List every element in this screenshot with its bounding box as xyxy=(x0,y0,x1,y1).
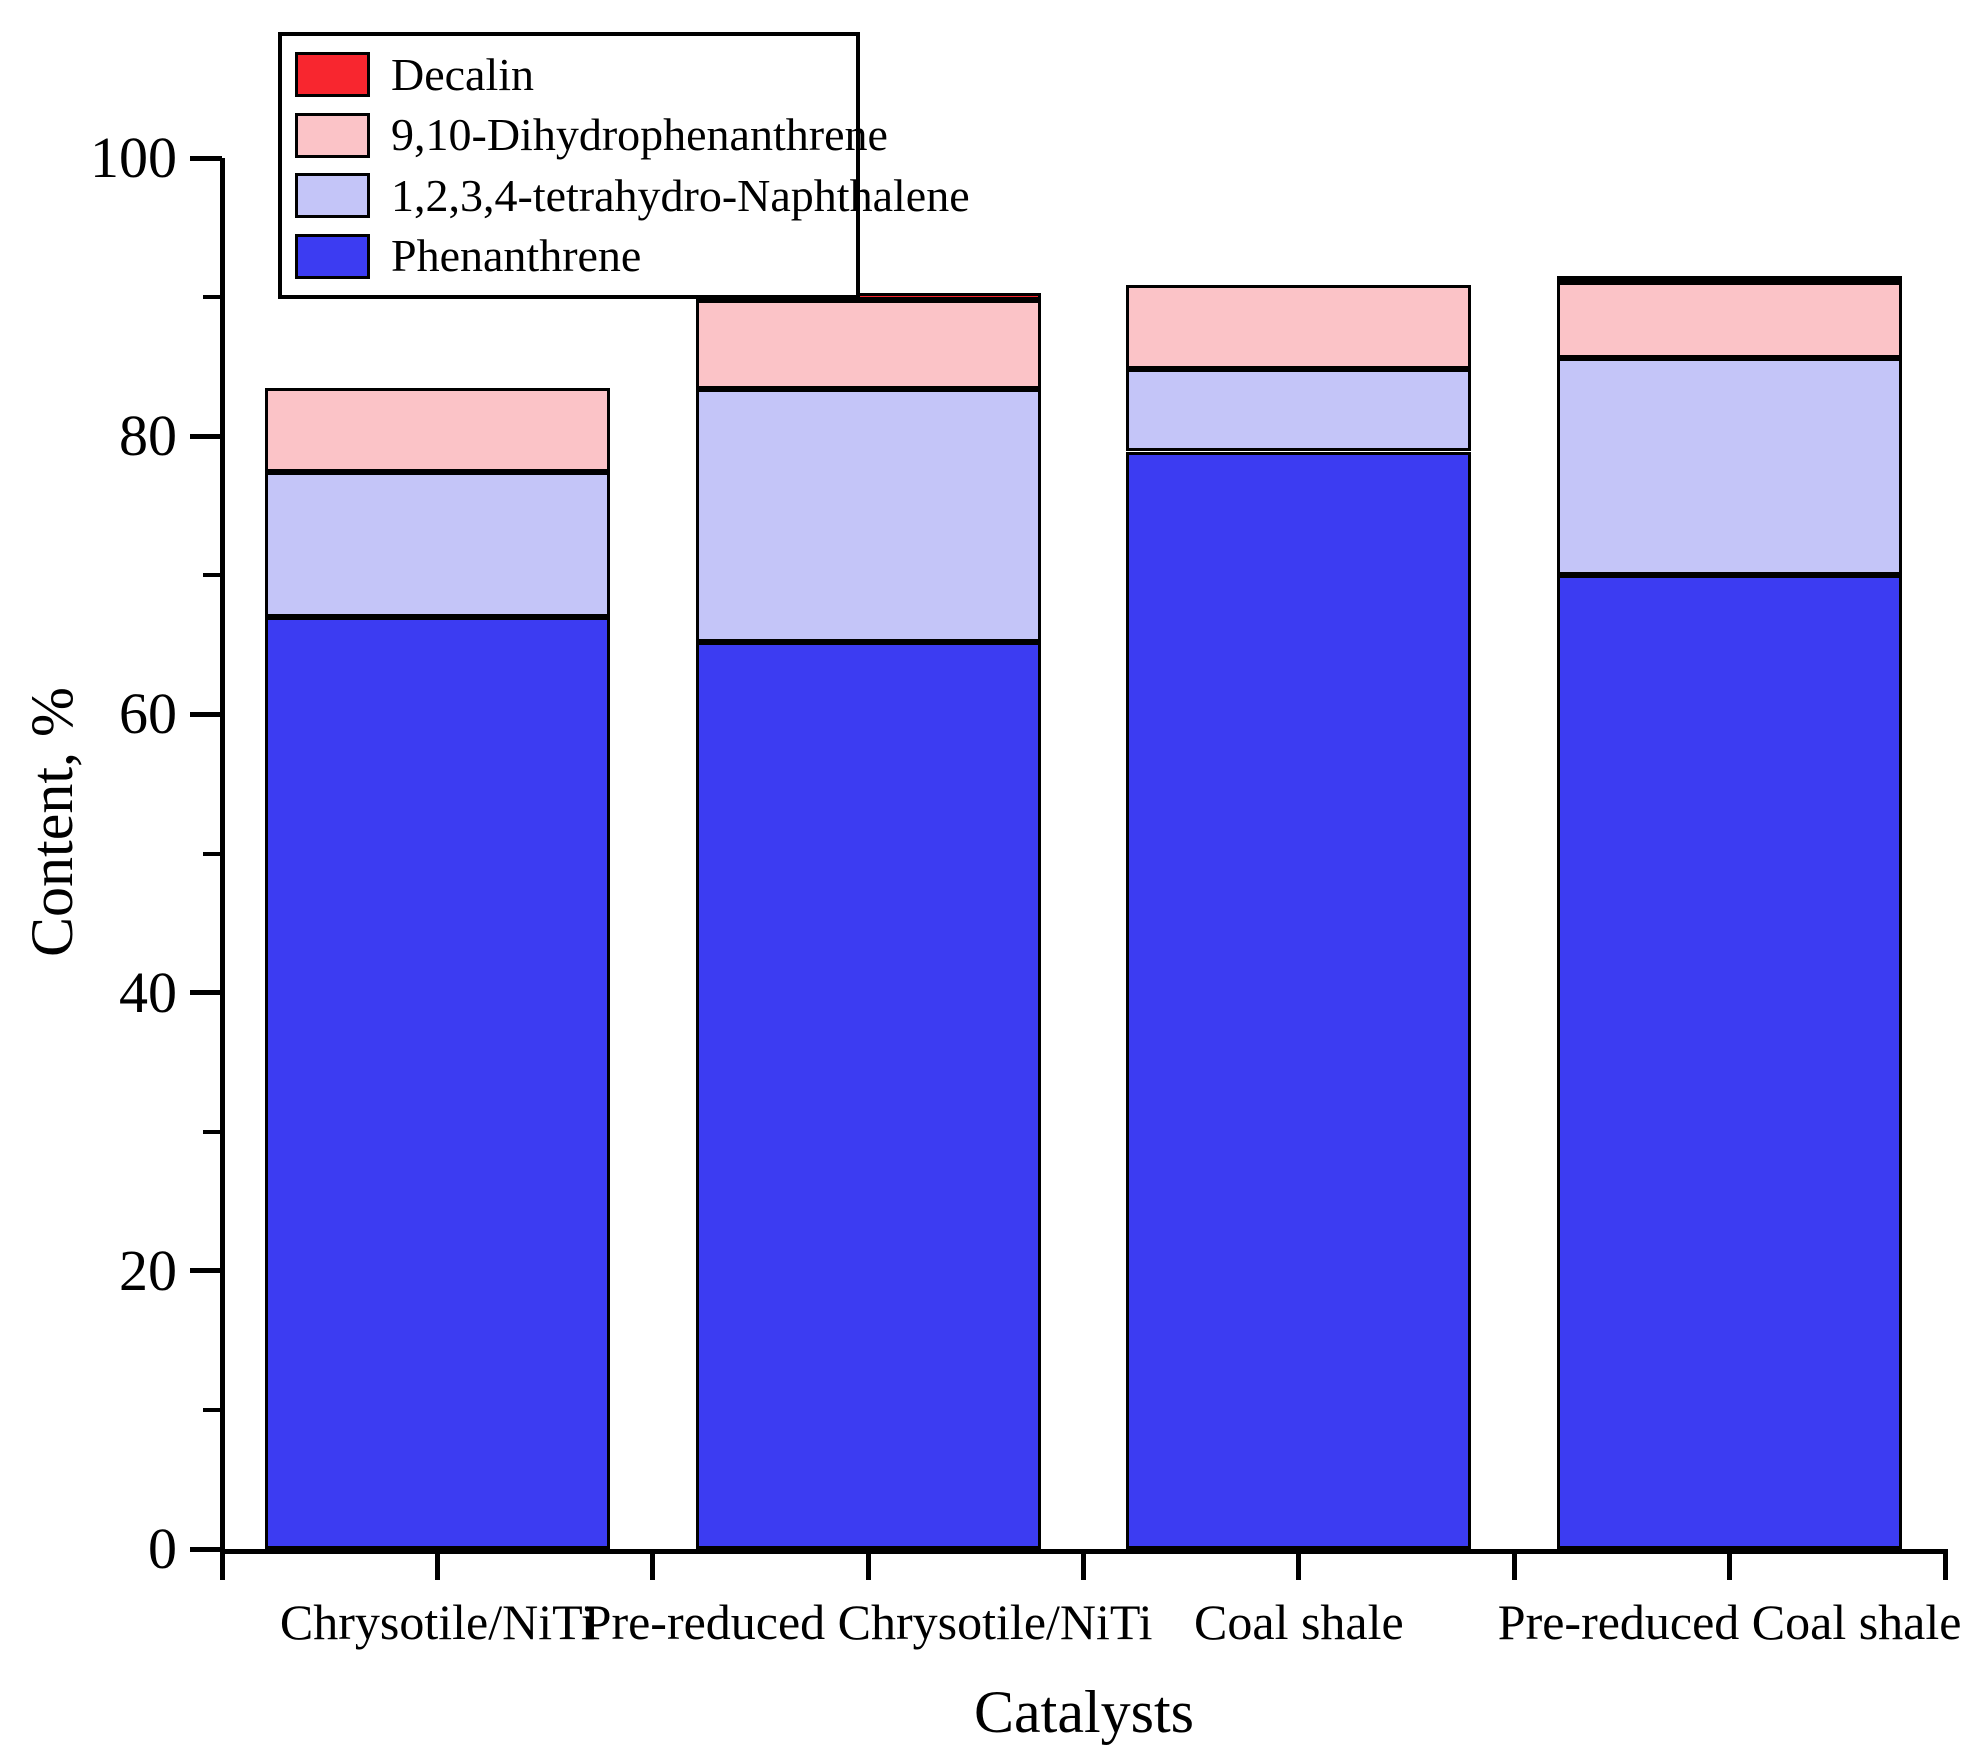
y-tick-label: 20 xyxy=(119,1237,177,1303)
bar-segment xyxy=(1557,358,1903,576)
bar-segment xyxy=(695,299,1041,389)
y-major-tick xyxy=(190,1546,222,1552)
x-category-label: Chrysotile/NiTi xyxy=(279,1594,595,1650)
y-tick-label: 40 xyxy=(119,959,177,1025)
x-tick xyxy=(1727,1554,1733,1580)
bar-segment xyxy=(1126,369,1472,452)
legend-swatch xyxy=(295,112,370,158)
x-category-label: Pre-reduced Coal shale xyxy=(1497,1594,1962,1650)
x-category-label: Coal shale xyxy=(1194,1594,1404,1650)
legend-swatch xyxy=(295,52,370,98)
legend: Decalin 9,10-Dihydrophenanthrene 1,2,3,4-t… xyxy=(278,32,970,299)
bar-segment xyxy=(1126,451,1472,1549)
x-tick xyxy=(434,1554,440,1580)
bar-segment xyxy=(695,642,1041,1549)
legend-item: 9,10-Dihydrophenanthrene xyxy=(282,109,888,161)
y-tick-label: 60 xyxy=(119,681,177,747)
y-axis-line xyxy=(220,158,225,1554)
y-minor-tick xyxy=(203,1129,222,1134)
x-tick xyxy=(865,1554,871,1580)
x-tick xyxy=(1511,1554,1517,1580)
bar-segment xyxy=(264,472,610,618)
legend-item: 1,2,3,4-tetrahydro-Naphthalene xyxy=(282,170,970,222)
bar-segment xyxy=(1557,575,1903,1549)
x-category-label: Pre-reduced Chrysotile/NiTi xyxy=(583,1594,1153,1650)
bar-segment xyxy=(1557,281,1903,359)
x-tick xyxy=(1942,1554,1948,1580)
y-minor-tick xyxy=(203,1407,222,1412)
x-tick xyxy=(1081,1554,1086,1580)
legend-label: Decalin xyxy=(391,48,535,100)
y-minor-tick xyxy=(203,851,222,856)
legend-item: Phenanthrene xyxy=(282,230,856,282)
legend-item: Decalin xyxy=(282,49,856,101)
bar-segment xyxy=(695,388,1041,643)
y-major-tick xyxy=(190,711,222,717)
legend-label: Phenanthrene xyxy=(391,230,642,282)
bar-segment xyxy=(264,387,610,473)
legend-swatch xyxy=(295,233,370,279)
y-minor-tick xyxy=(203,295,222,300)
x-tick xyxy=(219,1554,225,1580)
legend-label: 9,10-Dihydrophenanthrene xyxy=(391,109,888,161)
y-tick-label: 80 xyxy=(119,403,177,469)
x-axis-line xyxy=(220,1549,1948,1554)
x-tick xyxy=(1296,1554,1302,1580)
y-major-tick xyxy=(190,990,222,996)
x-axis-title: Catalysts xyxy=(974,1679,1194,1745)
y-major-tick xyxy=(190,1268,222,1274)
y-minor-tick xyxy=(203,573,222,578)
legend-swatch xyxy=(295,173,370,219)
x-tick xyxy=(650,1554,656,1580)
legend-label: 1,2,3,4-tetrahydro-Naphthalene xyxy=(391,169,970,221)
y-tick-label: 100 xyxy=(90,125,177,190)
y-major-tick xyxy=(190,155,222,161)
y-major-tick xyxy=(190,433,222,439)
y-tick-label: 0 xyxy=(148,1516,177,1581)
bar-segment xyxy=(1557,276,1903,283)
y-axis-title: Content, % xyxy=(19,687,85,957)
bar-segment xyxy=(264,617,610,1549)
bar-segment xyxy=(1126,284,1472,370)
